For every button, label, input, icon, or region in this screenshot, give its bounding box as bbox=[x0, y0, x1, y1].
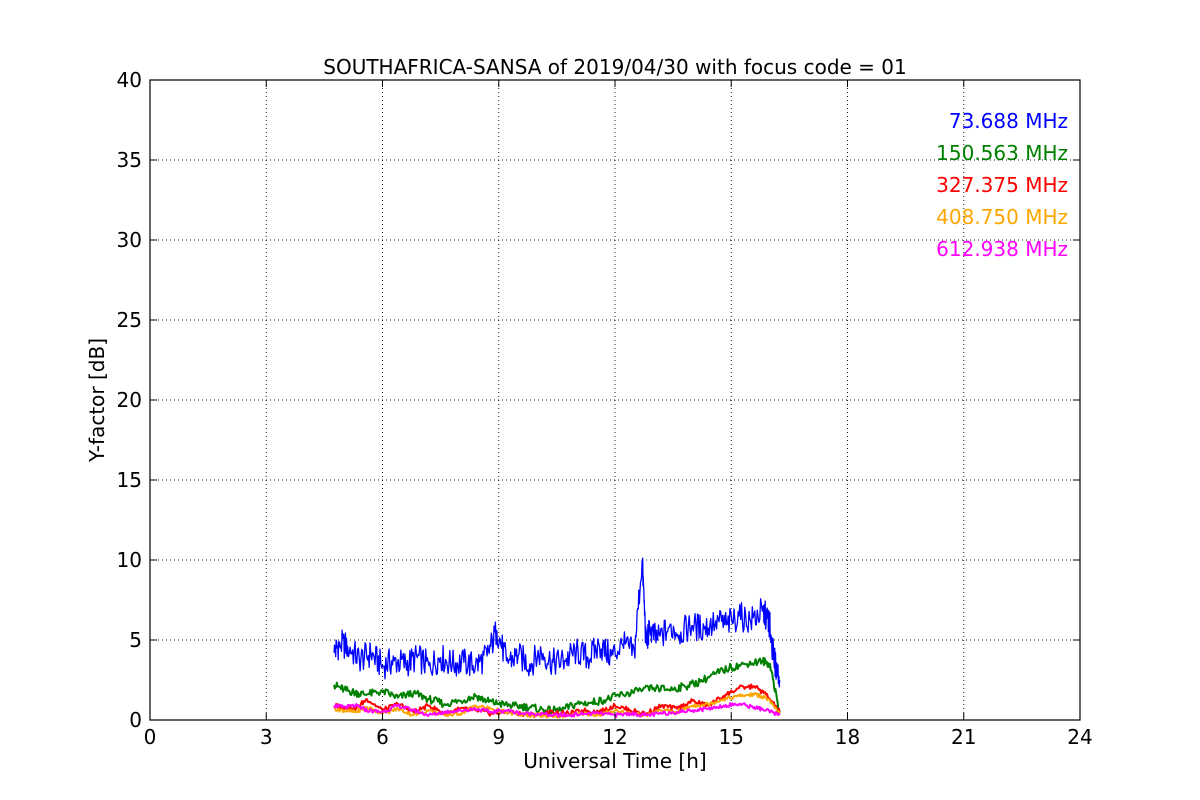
y-tick-label: 30 bbox=[117, 228, 142, 252]
legend-entry-4: 408.750 MHz bbox=[936, 205, 1068, 229]
series-line-4 bbox=[333, 692, 781, 719]
legend-entry-1: 73.688 MHz bbox=[949, 109, 1068, 133]
y-tick-label: 10 bbox=[117, 548, 142, 572]
series-layer bbox=[333, 557, 781, 719]
legend: 73.688 MHz 150.563 MHz 327.375 MHz 408.750 … bbox=[936, 109, 1068, 261]
x-tick-label: 6 bbox=[376, 725, 389, 749]
chart-title: SOUTHAFRICA-SANSA of 2019/04/30 with foc… bbox=[323, 55, 907, 79]
x-tick-label: 18 bbox=[835, 725, 860, 749]
x-tick-label: 15 bbox=[719, 725, 744, 749]
series-line-3 bbox=[333, 683, 781, 719]
grid-layer bbox=[150, 80, 1080, 720]
x-tick-label: 12 bbox=[602, 725, 627, 749]
x-axis-label: Universal Time [h] bbox=[523, 749, 706, 773]
y-tick-label: 15 bbox=[117, 468, 142, 492]
x-tick-label: 3 bbox=[260, 725, 273, 749]
x-tick-label: 21 bbox=[951, 725, 976, 749]
legend-entry-2: 150.563 MHz bbox=[936, 141, 1068, 165]
y-tick-label: 20 bbox=[117, 388, 142, 412]
y-tick-label: 0 bbox=[129, 708, 142, 732]
tick-layer: 0 3 6 9 12 15 18 21 24 0 5 10 15 20 25 30 35 40 bbox=[117, 68, 1093, 749]
series-line-5 bbox=[333, 702, 781, 718]
y-tick-label: 40 bbox=[117, 68, 142, 92]
x-tick-label: 0 bbox=[144, 725, 157, 749]
y-tick-label: 5 bbox=[129, 628, 142, 652]
x-tick-label: 24 bbox=[1067, 725, 1092, 749]
legend-entry-5: 612.938 MHz bbox=[936, 237, 1068, 261]
y-tick-label: 25 bbox=[117, 308, 142, 332]
x-tick-label: 9 bbox=[492, 725, 505, 749]
legend-entry-3: 327.375 MHz bbox=[936, 173, 1068, 197]
y-tick-label: 35 bbox=[117, 148, 142, 172]
y-axis-label: Y-factor [dB] bbox=[85, 338, 109, 463]
series-line-1 bbox=[333, 557, 781, 688]
